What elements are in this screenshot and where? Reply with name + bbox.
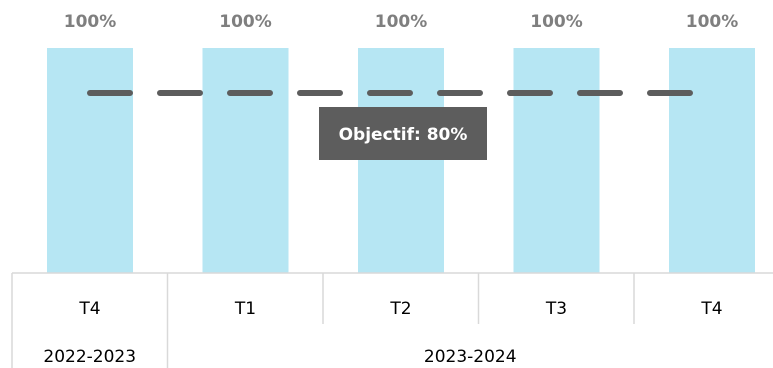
bar-1	[47, 48, 133, 273]
category-label-5: T4	[700, 299, 722, 319]
target-annotation-label: Objectif: 80%	[339, 125, 468, 145]
category-axis: T4 T1 T2 T3 T4 2022-2023 2023-2024	[11, 272, 773, 368]
bars-layer	[47, 48, 755, 273]
target-annotation: Objectif: 80%	[319, 107, 487, 160]
group-label-1: 2022-2023	[43, 347, 136, 367]
value-label-4: 100%	[530, 12, 583, 32]
bar-2	[202, 48, 289, 273]
bar-3	[358, 48, 444, 273]
bar-4	[513, 48, 600, 273]
category-label-1: T4	[78, 299, 100, 319]
value-label-5: 100%	[686, 12, 739, 32]
value-label-2: 100%	[219, 12, 272, 32]
category-label-4: T3	[545, 299, 567, 319]
category-label-2: T1	[234, 299, 256, 319]
bar-5	[669, 48, 755, 273]
value-label-1: 100%	[64, 12, 117, 32]
value-label-3: 100%	[375, 12, 428, 32]
value-labels-layer: 100% 100% 100% 100% 100%	[64, 12, 739, 32]
group-label-2: 2023-2024	[424, 347, 517, 367]
category-label-3: T2	[389, 299, 411, 319]
target-annotation-box	[319, 107, 487, 160]
